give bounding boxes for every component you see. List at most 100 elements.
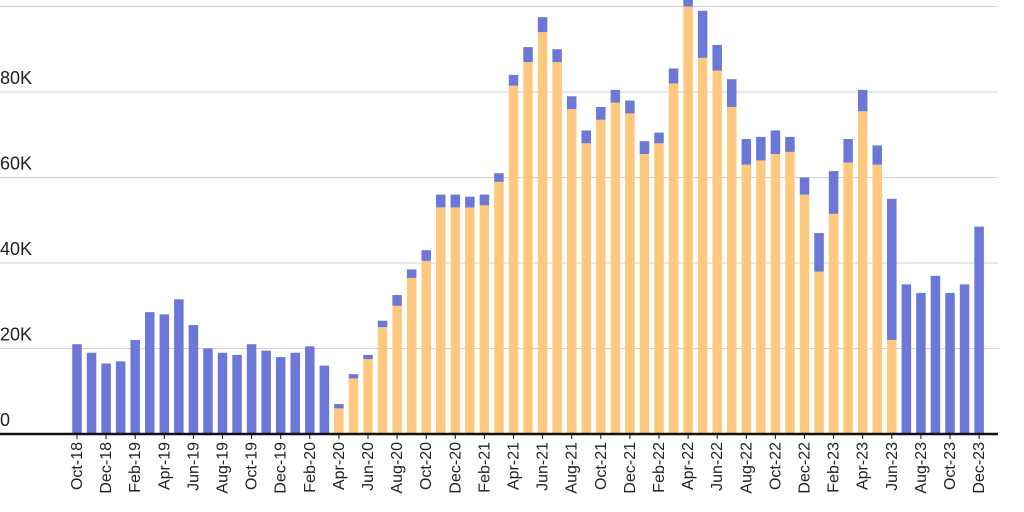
bar-segment-upper (479, 194, 490, 206)
bar-segment-lower (814, 271, 824, 434)
bar-segment-upper (945, 292, 955, 434)
bar-segment-upper (494, 173, 504, 182)
bar-segment-upper (508, 74, 519, 86)
bar-segment-lower (843, 162, 853, 434)
bar-segment-lower (697, 57, 708, 435)
x-tick-label: Apr-22 (680, 442, 697, 490)
bar-segment-upper (217, 352, 228, 434)
x-tick-label: Feb-23 (826, 442, 843, 493)
x-tick-label: Aug-19 (215, 442, 232, 494)
bar-segment-lower (712, 70, 722, 434)
bar-segment-lower (872, 164, 882, 435)
bar-segment-upper (654, 132, 664, 144)
bar-segment-upper (261, 350, 271, 434)
bar-segment-lower (799, 194, 810, 434)
bar-segment-upper (523, 47, 533, 63)
bar-segment-upper (246, 344, 257, 434)
bar-segment-upper (625, 100, 635, 114)
bar-segment-upper (145, 312, 155, 434)
x-tick-label: Dec-18 (98, 442, 115, 494)
x-tick-label: Jun-19 (185, 442, 202, 491)
y-tick-label: 80K (0, 68, 32, 88)
x-tick-label: Oct-19 (244, 442, 261, 490)
x-tick-label: Apr-23 (855, 442, 872, 490)
bar-segment-lower (654, 143, 664, 435)
bar-segment-upper (232, 354, 242, 434)
bar-segment-upper (72, 344, 82, 434)
bar-segment-lower (377, 327, 388, 434)
bar-segment-upper (188, 324, 199, 434)
bar-segment-upper (566, 96, 577, 110)
bar-segment-upper (828, 171, 839, 214)
bar-segment-upper (86, 352, 97, 434)
x-tick-label: Dec-20 (447, 442, 464, 494)
bar-segment-upper (974, 226, 984, 434)
bar-segment-lower (741, 164, 752, 435)
bar-segment-upper (596, 106, 606, 120)
bar-segment-upper (639, 141, 650, 154)
bar-segment-lower (537, 32, 548, 435)
bar-segment-upper (159, 314, 170, 434)
bar-segment-lower (625, 113, 635, 434)
x-tick-label: Dec-23 (971, 442, 988, 494)
x-tick-label: Oct-20 (418, 442, 435, 490)
bar-segment-upper (814, 233, 824, 272)
bar-segment-lower (828, 213, 839, 434)
bar-segment-upper (756, 136, 766, 161)
bar-segment-lower (421, 260, 431, 434)
bar-segment-upper (683, 0, 693, 7)
bar-segment-upper (436, 194, 446, 208)
bar-segment-upper (406, 269, 417, 278)
bar-segment-upper (377, 320, 388, 328)
x-axis-tick-labels: Oct-18 Dec-18 Feb-19 Apr-19 Jun-19 Aug-19 Oct-… (69, 434, 988, 494)
bar-segment-upper (305, 346, 315, 434)
bar-segment-upper (450, 194, 461, 208)
bar-segment-upper (581, 130, 591, 144)
bar-segment-upper (130, 339, 140, 434)
bar-segment-lower (436, 207, 446, 434)
bar-segment-lower (392, 305, 402, 434)
bar-segment-upper (843, 139, 853, 163)
bar-segment-lower (334, 408, 344, 434)
bar-segment-upper (668, 68, 679, 84)
bar-segment-lower (756, 160, 766, 434)
bar-segment-upper (901, 284, 912, 434)
x-tick-label: Dec-19 (273, 442, 290, 494)
bar-segment-lower (479, 205, 490, 434)
bar-segment-lower (668, 83, 679, 434)
x-tick-label: Jun-23 (884, 442, 901, 491)
bar-segment-upper (887, 198, 897, 340)
bar-segment-upper (959, 284, 970, 434)
bar-segment-lower (887, 339, 897, 434)
bar-segment-upper (552, 49, 562, 63)
y-tick-label: 40K (0, 239, 32, 259)
bar-segment-lower (639, 153, 650, 435)
bar-segment-lower (450, 207, 461, 434)
x-tick-label: Feb-22 (651, 442, 668, 493)
bar-segment-upper (421, 250, 431, 261)
bar-segment-lower (727, 106, 737, 435)
bar-segment-lower (581, 143, 591, 435)
bar-segment-upper (857, 89, 868, 112)
bar-segment-upper (174, 299, 184, 434)
bar-segment-lower (596, 119, 606, 434)
bar-segment-upper (727, 79, 737, 107)
x-tick-label: Dec-22 (797, 442, 814, 494)
bar-segment-lower (406, 277, 417, 434)
x-tick-label: Oct-23 (942, 442, 959, 490)
bar-segment-lower (348, 378, 359, 434)
bar-segment-upper (334, 404, 344, 409)
x-tick-label: Oct-22 (767, 442, 784, 490)
bar-segment-lower (683, 6, 693, 434)
x-tick-label: Dec-21 (622, 442, 639, 494)
y-tick-label: 0 (0, 410, 10, 430)
bars (72, 0, 984, 435)
x-tick-label: Aug-21 (564, 442, 581, 494)
bar-segment-upper (697, 10, 708, 58)
bar-segment-upper (610, 89, 621, 103)
x-tick-label: Aug-20 (389, 442, 406, 494)
bar-segment-lower (552, 62, 562, 434)
x-tick-label: Feb-19 (127, 442, 144, 493)
bar-segment-upper (770, 130, 781, 154)
